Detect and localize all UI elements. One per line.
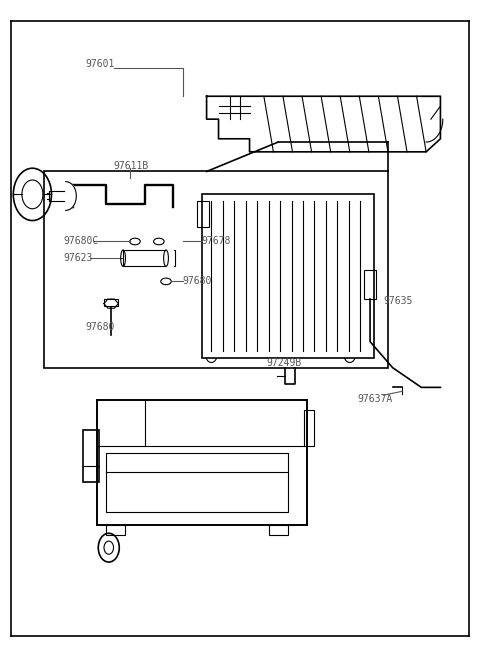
Bar bbox=[107, 525, 125, 535]
Polygon shape bbox=[66, 181, 76, 210]
Text: 97637A: 97637A bbox=[357, 394, 392, 403]
Text: 97678: 97678 bbox=[202, 237, 231, 246]
Bar bbox=[202, 194, 373, 358]
Text: 97635: 97635 bbox=[383, 296, 412, 306]
Bar bbox=[269, 525, 288, 535]
Bar bbox=[123, 250, 166, 266]
Text: 97611B: 97611B bbox=[114, 161, 149, 171]
Bar bbox=[107, 453, 288, 512]
Bar bbox=[197, 201, 209, 227]
Text: 97249B: 97249B bbox=[266, 357, 301, 367]
Bar bbox=[364, 269, 376, 299]
Bar bbox=[304, 410, 314, 446]
Bar bbox=[97, 401, 307, 525]
Bar bbox=[83, 430, 99, 482]
Bar bbox=[104, 299, 118, 306]
Bar bbox=[166, 250, 175, 266]
Bar bbox=[44, 171, 388, 368]
Text: 97680: 97680 bbox=[183, 277, 212, 286]
Text: 97601: 97601 bbox=[85, 58, 114, 68]
Text: 97680C: 97680C bbox=[63, 237, 99, 246]
Text: 97680: 97680 bbox=[85, 322, 114, 332]
Polygon shape bbox=[166, 250, 173, 266]
Text: 97623: 97623 bbox=[63, 253, 93, 263]
